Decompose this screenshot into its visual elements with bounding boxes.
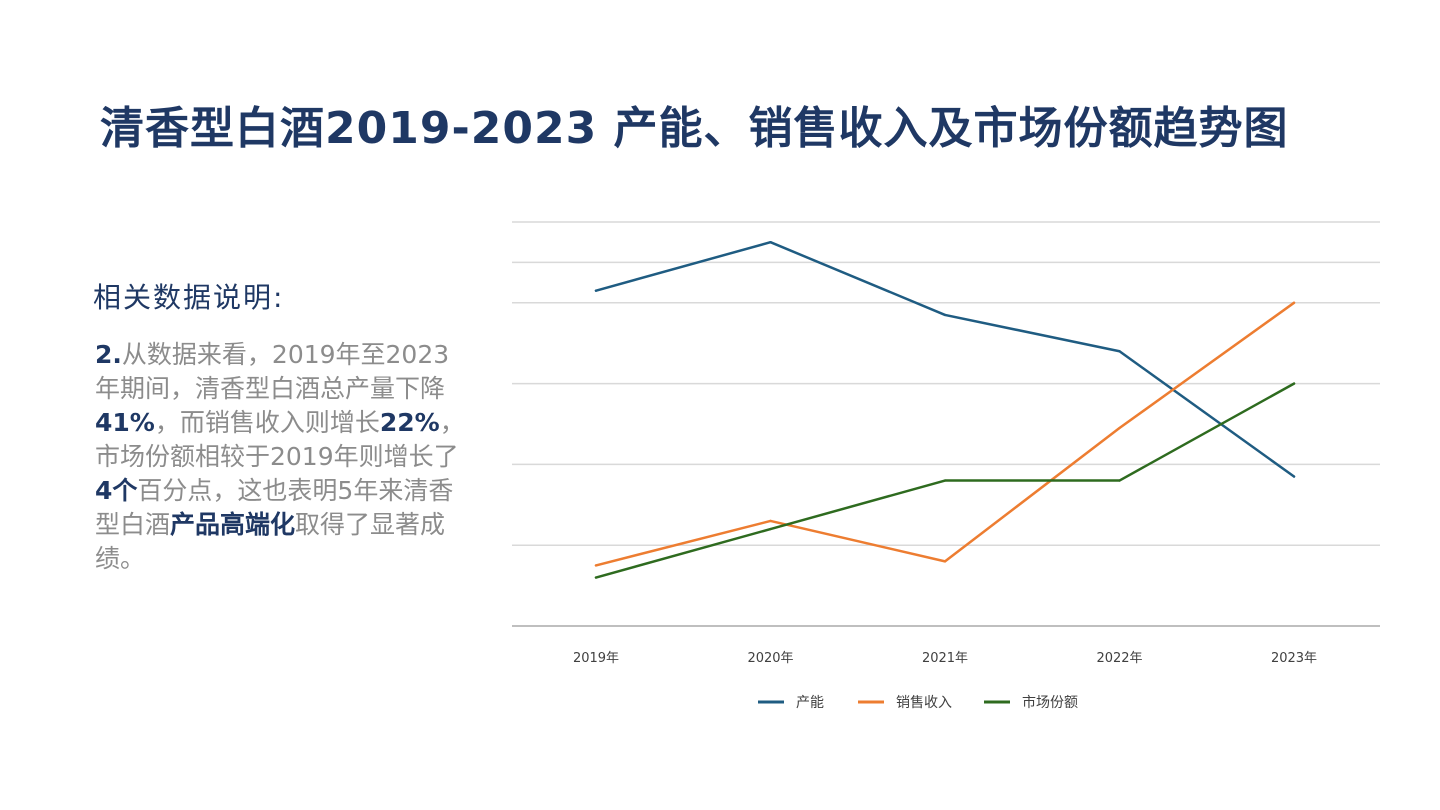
data-point [1118,479,1121,482]
legend-label: 市场份额 [1022,694,1078,711]
trend-chart: 2019年 2020年 2021年 2022年 2023年产能 销售收入 市场份额 [500,200,1400,740]
data-point [1292,301,1296,304]
notes-heading: 相关数据说明: [93,281,285,314]
data-point [769,241,772,244]
series-line [594,301,1296,567]
notes-segment: 取得了显著成绩。 [95,510,446,573]
x-tick-label: 2021年 [922,651,968,666]
notes-segment: ，而销售收入则增长 [154,408,380,437]
notes-segment: 百分点，这也表明5年来清香型白酒 [95,476,454,539]
notes-segment: 41% [95,408,155,437]
page-title: 清香型白酒2019-2023 产能、销售收入及市场份额趋势图 [100,103,1289,154]
data-point [1118,426,1121,430]
x-tick-label: 2023年 [1271,651,1317,666]
data-point [1292,475,1296,478]
data-point [769,527,772,531]
data-point [1118,350,1121,353]
notes-segment: 2. [95,340,122,369]
x-tick-label: 2022年 [1096,651,1142,666]
data-point [769,519,772,523]
data-point [943,313,947,317]
data-point [594,576,598,579]
notes-segment: ，市场份额相较于2019年则增长了 [95,408,465,471]
notes-segment: 4个 [95,476,138,505]
notes-segment: 从数据来看，2019年至2023年期间，清香型白酒总产量下降 [95,340,450,403]
data-point [943,560,947,563]
data-point [1292,382,1296,385]
data-point [943,479,947,482]
data-point [594,289,598,292]
notes-segment: 产品高端化 [170,510,296,539]
legend-label: 销售收入 [896,695,952,711]
data-point [594,564,598,567]
notes-body: 2.从数据来看，2019年至2023年期间，清香型白酒总产量下降 41%，而销售收… [95,338,465,576]
notes-segment: 22% [379,408,440,437]
legend-label: 产能 [796,695,824,711]
x-tick-label: 2019年 [573,651,619,666]
x-tick-label: 2020年 [747,651,793,666]
